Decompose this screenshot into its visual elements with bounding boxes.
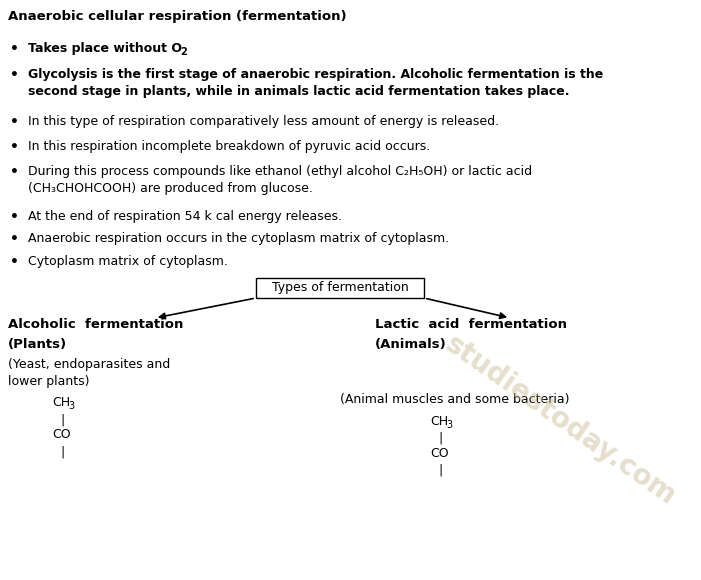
- Text: Types of fermentation: Types of fermentation: [271, 281, 409, 295]
- Text: In this respiration incomplete breakdown of pyruvic acid occurs.: In this respiration incomplete breakdown…: [28, 140, 430, 153]
- Text: 3: 3: [446, 420, 452, 430]
- Text: Cytoplasm matrix of cytoplasm.: Cytoplasm matrix of cytoplasm.: [28, 255, 228, 268]
- Text: |: |: [438, 464, 442, 477]
- Text: CH: CH: [52, 396, 70, 409]
- Text: Anaerobic respiration occurs in the cytoplasm matrix of cytoplasm.: Anaerobic respiration occurs in the cyto…: [28, 232, 449, 245]
- Text: •: •: [10, 68, 19, 82]
- Text: Takes place without O: Takes place without O: [28, 42, 182, 55]
- Text: •: •: [10, 165, 19, 179]
- Text: CO: CO: [52, 428, 71, 441]
- Text: Alcoholic  fermentation: Alcoholic fermentation: [8, 318, 184, 331]
- Text: •: •: [10, 140, 19, 154]
- Text: (Animals): (Animals): [375, 338, 447, 351]
- Bar: [256, 278, 424, 298]
- Text: CH: CH: [430, 415, 448, 428]
- Text: 3: 3: [68, 401, 74, 411]
- Text: (Yeast, endoparasites and: (Yeast, endoparasites and: [8, 358, 170, 371]
- Text: At the end of respiration 54 k cal energy releases.: At the end of respiration 54 k cal energ…: [28, 210, 342, 223]
- Text: |: |: [60, 445, 64, 458]
- Text: (Plants): (Plants): [8, 338, 67, 351]
- Text: •: •: [10, 255, 19, 269]
- Text: •: •: [10, 232, 19, 246]
- Text: (Animal muscles and some bacteria): (Animal muscles and some bacteria): [340, 393, 569, 406]
- Text: In this type of respiration comparatively less amount of energy is released.: In this type of respiration comparativel…: [28, 115, 499, 128]
- Text: CO: CO: [430, 447, 449, 460]
- Text: •: •: [10, 115, 19, 129]
- Text: Lactic  acid  fermentation: Lactic acid fermentation: [375, 318, 567, 331]
- Text: lower plants): lower plants): [8, 375, 90, 388]
- Text: Anaerobic cellular respiration (fermentation): Anaerobic cellular respiration (fermenta…: [8, 10, 346, 23]
- Text: •: •: [10, 210, 19, 224]
- Text: |: |: [60, 413, 64, 426]
- Text: 2: 2: [180, 47, 186, 57]
- Text: During this process compounds like ethanol (ethyl alcohol C₂H₅OH) or lactic acid: During this process compounds like ethan…: [28, 165, 532, 195]
- Text: studiestoday.com: studiestoday.com: [440, 329, 681, 510]
- Text: |: |: [438, 432, 442, 445]
- Text: Glycolysis is the first stage of anaerobic respiration. Alcoholic fermentation i: Glycolysis is the first stage of anaerob…: [28, 68, 604, 98]
- Text: •: •: [10, 42, 19, 56]
